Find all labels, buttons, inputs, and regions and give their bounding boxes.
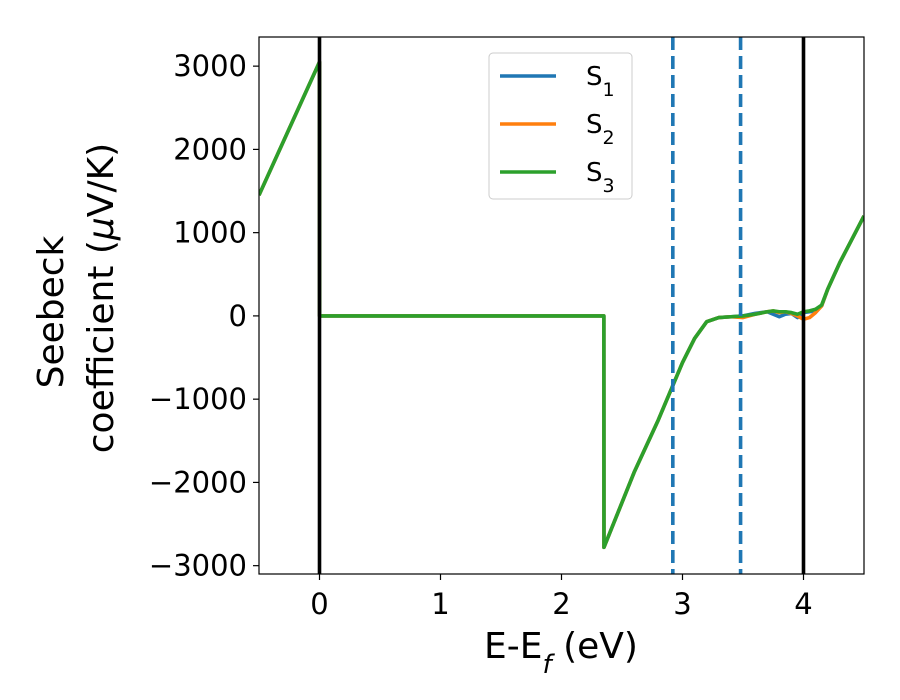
x-axis: 0 1 2 3 4 — [310, 574, 813, 621]
y-axis-label-line2: coefficient (μV/K) — [81, 143, 122, 453]
legend-label-s2: S2 — [586, 110, 615, 149]
legend-box — [488, 52, 633, 200]
series-line-s3 — [259, 60, 864, 550]
y-tick-label: 1000 — [173, 216, 247, 250]
y-tick-label: 2000 — [173, 132, 247, 166]
y-tick-label: −1000 — [149, 382, 247, 416]
legend-label-s3: S3 — [586, 158, 615, 197]
y-tick-label: −3000 — [149, 549, 247, 583]
y-tick-label: 0 — [229, 299, 247, 333]
x-tick-label: 3 — [673, 587, 691, 621]
series-layer — [259, 60, 864, 550]
y-tick-label: −2000 — [149, 465, 247, 499]
reference-lines-layer — [317, 37, 806, 574]
y-axis-label-line1: Seebeck — [31, 235, 72, 388]
legend: S1 S2 S3 — [488, 52, 633, 200]
legend-label-s1: S1 — [586, 62, 615, 101]
x-tick-label: 1 — [431, 587, 449, 621]
x-tick-label: 0 — [310, 587, 328, 621]
x-tick-label: 4 — [794, 587, 812, 621]
x-axis-label: E-Ef (eV) — [484, 626, 638, 680]
x-tick-label: 2 — [552, 587, 570, 621]
y-axis: −3000 −2000 −1000 0 1000 2000 3000 — [149, 49, 259, 583]
y-tick-label: 3000 — [173, 49, 247, 83]
